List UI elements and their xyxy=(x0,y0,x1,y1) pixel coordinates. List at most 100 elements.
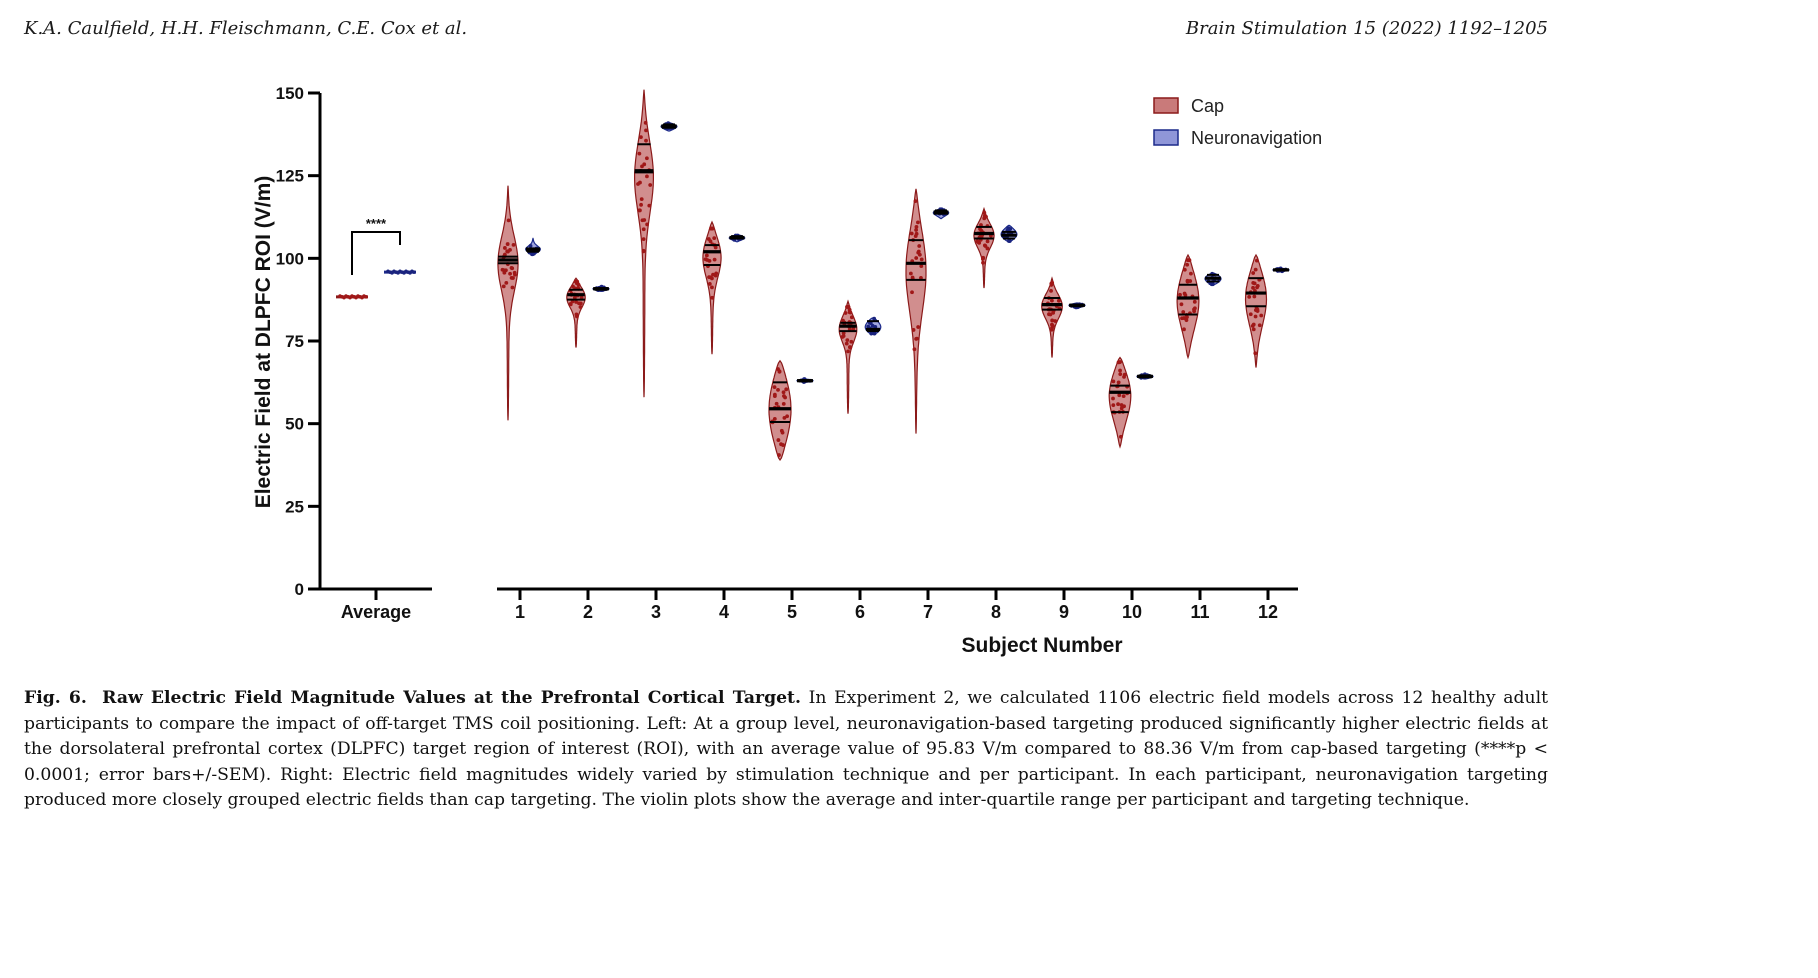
cap-subject-6-point xyxy=(849,339,854,344)
running-head: K.A. Caulfield, H.H. Fleischmann, C.E. C… xyxy=(24,18,1548,39)
cap-subject-8-point xyxy=(978,227,982,231)
cap-subject-1-point xyxy=(505,249,510,254)
cap-subject-3-point xyxy=(639,202,643,207)
nav-subject-11-point xyxy=(1210,282,1215,287)
cap-subject-3-point xyxy=(642,162,647,167)
cap-subject-12-point xyxy=(1251,327,1256,332)
cap-subject-8-point xyxy=(981,260,985,265)
cap-subject-4-point xyxy=(711,272,715,277)
cap-subject-6-point xyxy=(840,335,845,339)
cap-subject-8-point xyxy=(975,239,980,244)
subject-x-tick-label: 2 xyxy=(583,602,593,622)
subject-x-tick-label: 5 xyxy=(787,602,797,622)
cap-subject-5-point xyxy=(772,394,777,398)
cap-subject-9-point xyxy=(1050,298,1054,303)
cap-subject-12-point xyxy=(1259,313,1264,318)
cap-subject-1-point xyxy=(513,272,517,277)
cap-subject-11-violin xyxy=(1176,253,1200,360)
cap-subject-1-point xyxy=(504,280,509,285)
cap-subject-2-point xyxy=(574,314,579,319)
cap-subject-10-point xyxy=(1122,374,1126,379)
cap-subject-4-point xyxy=(714,271,719,276)
legend-label-neuronavigation: Neuronavigation xyxy=(1191,128,1322,148)
cap-subject-6-point xyxy=(849,315,854,320)
cap-subject-11-point xyxy=(1187,258,1192,263)
cap-subject-10-point xyxy=(1111,403,1116,408)
running-head-journal: Brain Stimulation 15 (2022) 1192–1205 xyxy=(1185,18,1548,39)
cap-subject-12-point xyxy=(1251,285,1255,290)
cap-subject-6-point xyxy=(843,311,848,315)
cap-subject-5-point xyxy=(781,401,786,406)
cap-subject-10-point xyxy=(1118,434,1123,439)
cap-subject-12-point xyxy=(1247,295,1252,299)
cap-subject-2-point xyxy=(571,284,575,289)
cap-subject-1-point xyxy=(508,271,512,276)
cap-subject-7-point xyxy=(913,234,918,238)
cap-subject-1-point xyxy=(506,218,511,223)
cap-subject-1-point xyxy=(505,242,510,246)
cap-subject-4-point xyxy=(707,275,711,280)
cap-subject-12-point xyxy=(1253,314,1258,319)
cap-subject-7-point xyxy=(914,225,919,229)
cap-subject-10-point xyxy=(1116,360,1121,365)
caption-label: Fig. 6. xyxy=(24,688,87,708)
cap-subject-6-point xyxy=(841,331,846,335)
cap-subject-11-point xyxy=(1184,318,1189,323)
cap-subject-7-violin xyxy=(905,188,927,434)
cap-subject-7-point xyxy=(914,337,919,341)
cap-subject-12-point xyxy=(1252,294,1257,299)
cap-subject-6-point xyxy=(841,318,845,323)
cap-subject-7-point xyxy=(914,228,919,232)
cap-subject-7-point xyxy=(919,257,924,262)
cap-subject-5-point xyxy=(777,369,782,374)
cap-subject-10-violin xyxy=(1108,356,1132,449)
cap-subject-11-point xyxy=(1182,327,1186,332)
legend: Cap Neuronavigation xyxy=(1153,96,1322,148)
cap-subject-12-point xyxy=(1254,258,1259,263)
cap-subject-8-violin xyxy=(973,206,995,289)
cap-subject-12-point xyxy=(1248,312,1253,317)
cap-subject-9-point xyxy=(1049,288,1053,293)
cap-subject-1-point xyxy=(504,268,508,273)
cap-subject-2-point xyxy=(579,295,584,300)
average-x-axis: Average xyxy=(320,587,432,622)
cap-subject-12-point xyxy=(1255,284,1260,288)
cap-subject-4-point xyxy=(712,257,717,262)
cap-subject-5-point xyxy=(774,401,779,406)
cap-subject-1-point xyxy=(511,242,516,247)
average-panel: **** xyxy=(336,216,416,300)
cap-subject-7-point xyxy=(916,325,921,329)
cap-subject-3-point xyxy=(641,249,646,254)
average-x-label: Average xyxy=(341,602,411,622)
y-axis: 0 25 50 75 100 125 150 xyxy=(276,84,322,599)
cap-subject-5-point xyxy=(783,395,788,400)
cap-subject-9-point xyxy=(1049,283,1054,287)
legend-swatch-neuronavigation xyxy=(1153,129,1179,146)
cap-subject-7-point xyxy=(912,347,917,352)
subject-x-tick-label: 4 xyxy=(719,602,729,622)
cap-subject-7-point xyxy=(911,328,916,332)
cap-subject-7-point xyxy=(917,252,922,257)
cap-subject-5-point xyxy=(777,453,781,457)
cap-subject-3-point xyxy=(639,197,644,202)
cap-subject-7-point xyxy=(914,256,919,260)
cap-subject-1-point xyxy=(509,265,514,270)
cap-subject-6-violin xyxy=(838,299,858,414)
average-cap-point xyxy=(364,295,368,299)
cap-subject-10-point xyxy=(1111,396,1115,401)
cap-subject-10-point xyxy=(1119,403,1124,407)
cap-subject-4-point xyxy=(710,226,714,231)
cap-subject-8-point xyxy=(985,239,990,244)
cap-subject-1-point xyxy=(502,246,507,250)
cap-subject-12-point xyxy=(1250,324,1255,328)
cap-subject-6-point xyxy=(846,305,851,309)
cap-subject-7-point xyxy=(913,199,918,204)
cap-subject-9-point xyxy=(1050,323,1055,328)
cap-subject-12-point xyxy=(1255,309,1260,313)
cap-subject-5-point xyxy=(781,390,786,395)
cap-subject-12-point xyxy=(1253,267,1258,272)
legend-swatch-cap xyxy=(1153,97,1179,114)
subject-x-tick-label: 8 xyxy=(991,602,1001,622)
significance-label: **** xyxy=(366,216,387,231)
